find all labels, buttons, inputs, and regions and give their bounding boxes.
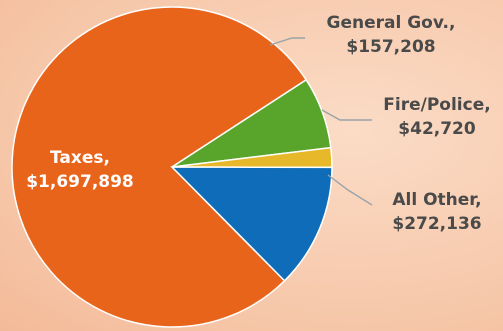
leader-line-fire-police [321, 109, 372, 121]
label-general-gov-value: $157,208 [346, 37, 435, 57]
pie-slice-all-other [170, 166, 333, 282]
leader-lines [269, 37, 373, 206]
pie-slices [11, 6, 333, 328]
label-all-other-name: All Other, [392, 190, 481, 210]
label-general-gov-name: General Gov., [327, 13, 456, 33]
label-all-other-value: $272,136 [392, 214, 481, 234]
leader-line-general-gov [269, 37, 305, 46]
pie-slice-taxes [11, 6, 308, 328]
label-taxes-name: Taxes, [50, 148, 110, 168]
leader-line-all-other [327, 174, 373, 206]
label-fire-police-value: $42,720 [398, 119, 476, 139]
label-taxes-value: $1,697,898 [26, 172, 134, 192]
label-fire-police-name: Fire/Police, [383, 95, 490, 115]
